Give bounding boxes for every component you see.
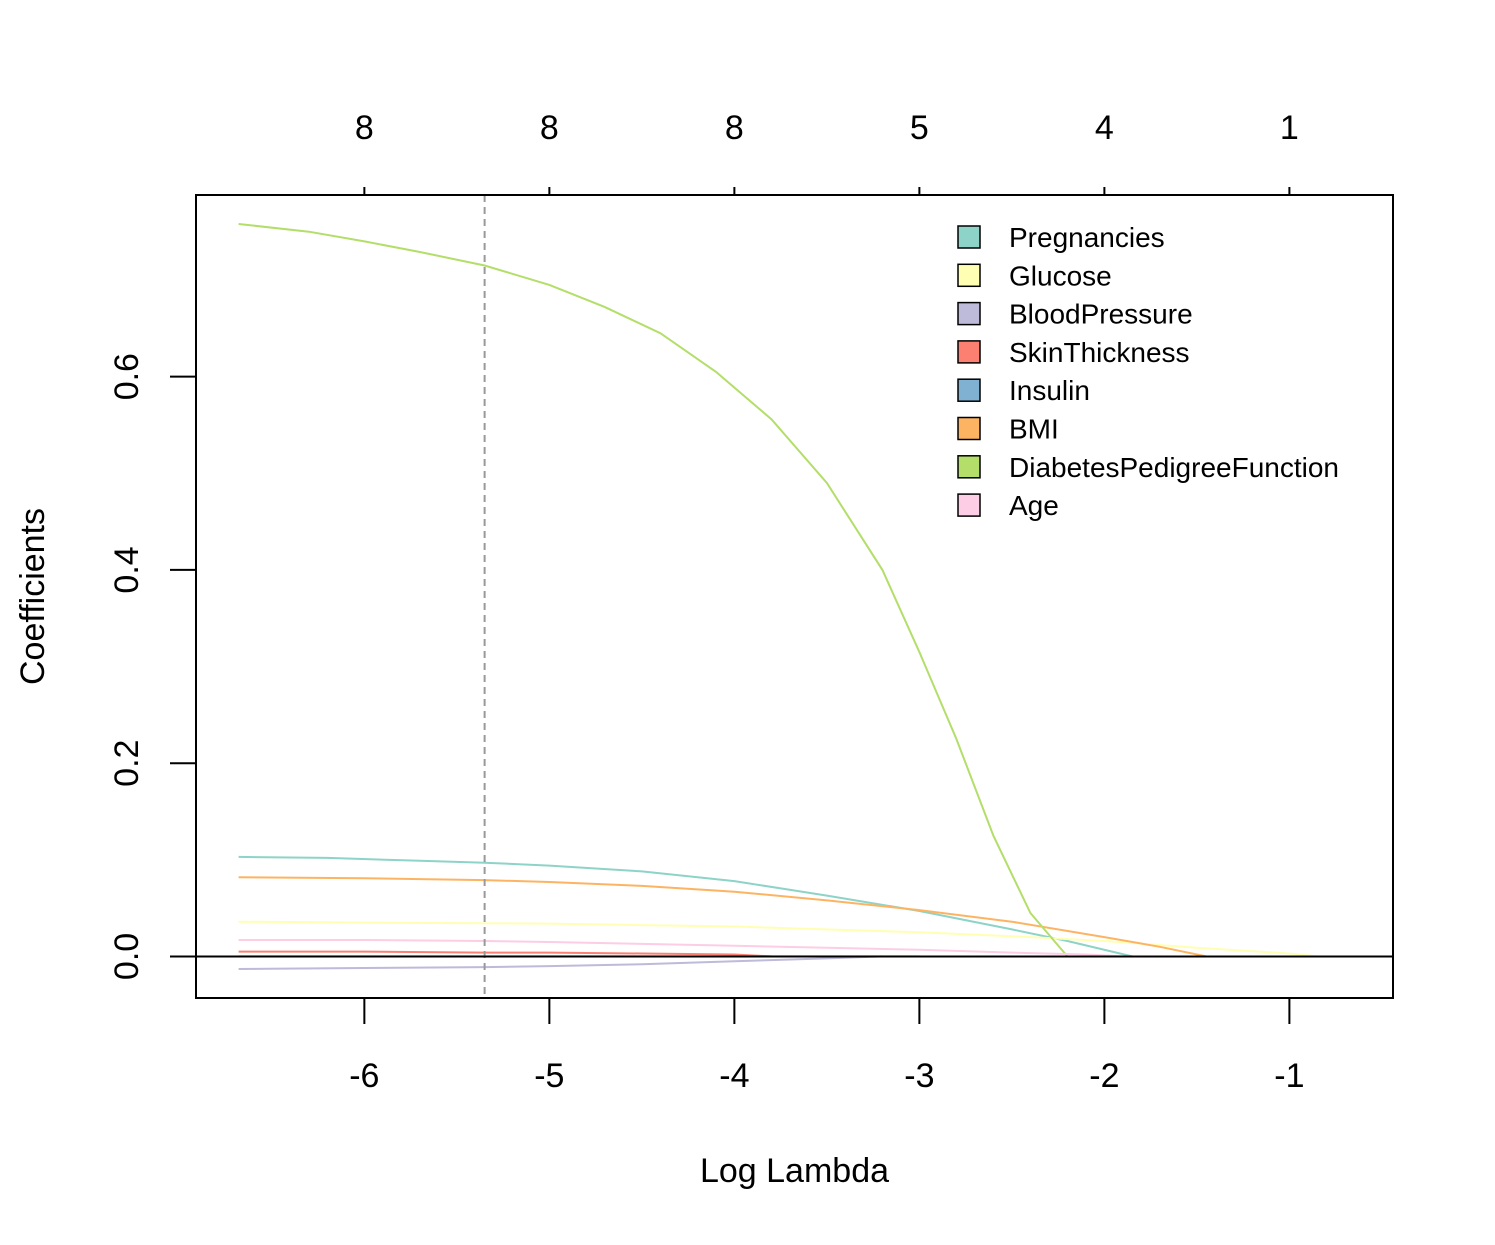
legend-label: Insulin (1009, 375, 1090, 406)
legend-swatch (957, 416, 981, 441)
y-axis-title: Coefficients (14, 508, 52, 685)
legend-swatch (957, 493, 981, 517)
legend: Pregnancies Glucose BloodPressure SkinThick… (957, 222, 1339, 521)
y-tick-label: 0.2 (108, 740, 146, 787)
x-tick-label: -6 (349, 1057, 379, 1095)
legend-swatch (957, 301, 981, 326)
series-line-1 (238, 920, 1318, 958)
series-line-0 (238, 855, 1133, 958)
x-tick-label: -5 (534, 1057, 564, 1095)
y-tick-label: 0.4 (108, 546, 146, 593)
y-axis-left: 0.0 0.2 0.4 0.6 (108, 353, 197, 980)
x-tick-label: -3 (904, 1057, 934, 1095)
x-tick-label: -4 (719, 1057, 749, 1095)
legend-swatch (957, 340, 981, 364)
series-line-6 (238, 223, 1069, 958)
legend-label: DiabetesPedigreeFunction (1009, 452, 1339, 483)
legend-swatch (957, 263, 981, 288)
top-tick-label: 8 (725, 109, 744, 147)
top-tick-label: 8 (540, 109, 559, 147)
legend-label: Glucose (1009, 260, 1112, 291)
y-tick-label: 0.6 (108, 353, 146, 400)
legend-label: BMI (1009, 414, 1059, 445)
y-tick-label: 0.0 (108, 933, 146, 980)
reference-lines (196, 195, 1393, 998)
legend-label: Pregnancies (1009, 222, 1165, 253)
top-tick-label: 5 (910, 109, 929, 147)
series-line-7 (238, 939, 1123, 958)
x-axis-title: Log Lambda (700, 1152, 889, 1190)
legend-label: Age (1009, 490, 1059, 521)
x-axis-top: 8 8 8 5 4 1 (355, 109, 1299, 196)
legend-swatch (957, 455, 981, 479)
legend-label: SkinThickness (1009, 337, 1190, 368)
legend-label: BloodPressure (1009, 299, 1193, 330)
top-tick-label: 4 (1095, 109, 1114, 147)
x-tick-label: -1 (1274, 1057, 1304, 1095)
series-line-5 (238, 876, 1207, 958)
x-tick-label: -2 (1089, 1057, 1119, 1095)
series-lines (238, 223, 1318, 970)
x-axis-bottom: -6 -5 -4 -3 -2 -1 (349, 997, 1305, 1095)
legend-swatch (957, 378, 981, 402)
top-tick-label: 8 (355, 109, 374, 147)
legend-swatch (957, 225, 981, 249)
series-line-3 (238, 950, 772, 958)
series-line-2 (238, 955, 883, 970)
top-tick-label: 1 (1280, 109, 1299, 147)
